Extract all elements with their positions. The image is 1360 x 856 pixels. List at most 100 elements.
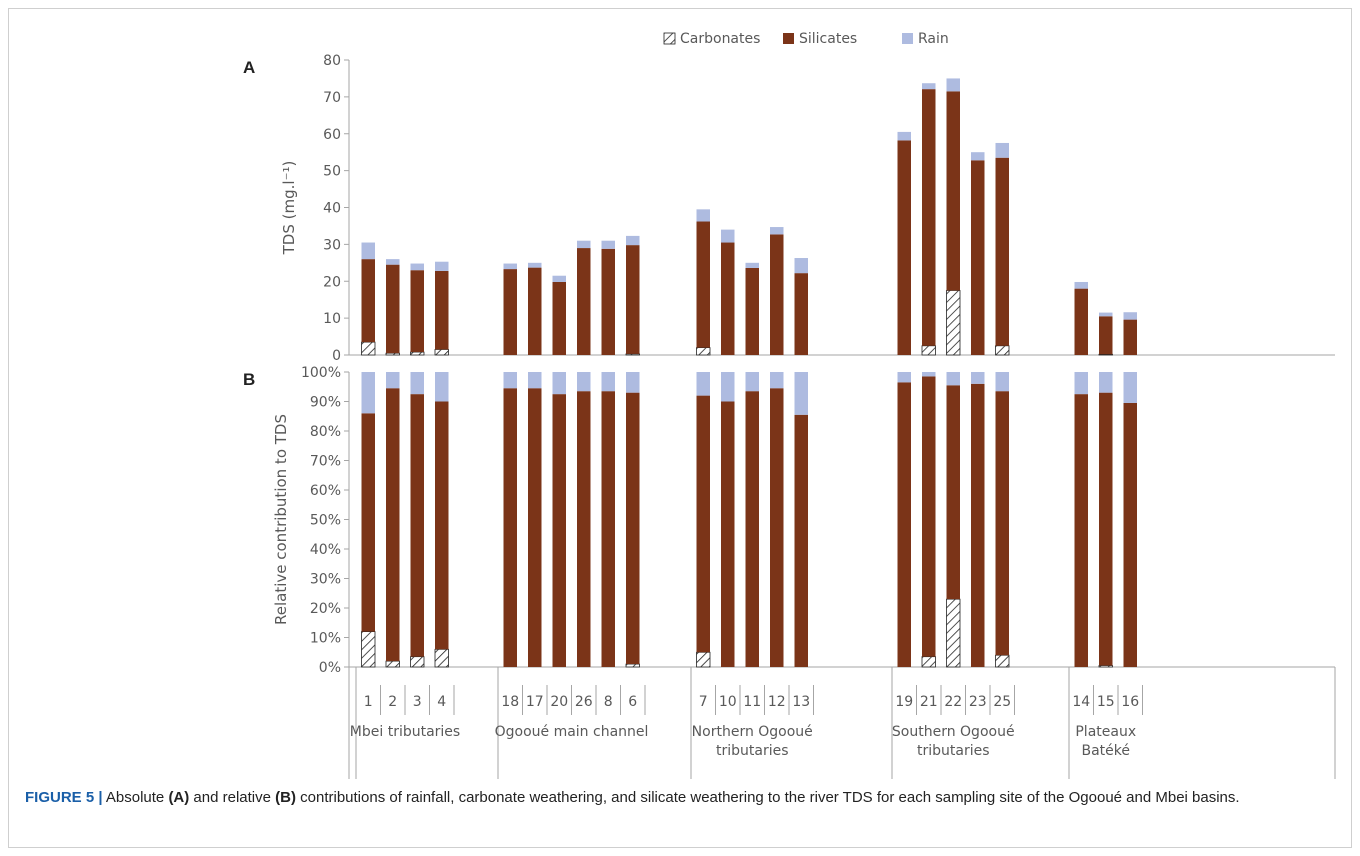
y-tick-label: 0% <box>319 660 341 676</box>
bar-segment-silicates-site-26 <box>577 248 591 355</box>
bar-segment-rain-site-19 <box>897 131 911 141</box>
bar-segment-rain-site-17 <box>528 262 542 268</box>
bar-segment-silicates-site-14 <box>1074 288 1088 355</box>
bar-segment-silicates-site-18 <box>503 269 517 355</box>
y-tick-label: 70 <box>323 90 341 106</box>
y-tick-label: 80 <box>323 53 341 69</box>
bar-segment-silicates-site-16 <box>1123 402 1137 667</box>
bar-segment-rain-site-22 <box>946 78 960 92</box>
bar-segment-silicates-site-15 <box>1099 316 1113 355</box>
bar-segment-rain-site-12 <box>770 372 784 389</box>
bar-segment-silicates-site-2 <box>386 388 400 662</box>
bar-segment-rain-site-4 <box>435 261 449 271</box>
bar-segment-rain-site-26 <box>577 372 591 392</box>
legend-swatch-carbonates <box>663 32 676 45</box>
bar-segment-rain-site-16 <box>1123 372 1137 403</box>
bar-segment-silicates-site-15 <box>1099 392 1113 666</box>
bar-segment-rain-site-16 <box>1123 312 1137 320</box>
y-tick-label: 70% <box>310 454 341 470</box>
x-tick-label-site-12: 12 <box>768 694 786 710</box>
y-tick-label: 10 <box>323 311 341 327</box>
bar-segment-silicates-site-3 <box>410 394 424 657</box>
bar-segment-rain-site-6 <box>626 372 640 393</box>
y-tick-label: 80% <box>310 424 341 440</box>
bar-segment-rain-site-18 <box>503 372 517 389</box>
bar-segment-rain-site-14 <box>1074 281 1088 289</box>
bar-segment-carbonates-site-1 <box>361 631 376 668</box>
bar-segment-silicates-site-20 <box>552 394 566 667</box>
x-tick-label-site-10: 10 <box>719 694 737 710</box>
bar-segment-rain-site-15 <box>1099 312 1113 317</box>
y-tick-label: 50% <box>310 513 341 529</box>
y-tick-label: 50 <box>323 164 341 180</box>
x-tick-label-site-23: 23 <box>969 694 987 710</box>
bar-segment-silicates-site-20 <box>552 281 566 355</box>
figure-frame: Carbonates Silicates Rain 0 10 20 30 40 50 60 70 8… <box>8 8 1352 848</box>
bar-segment-carbonates-site-4 <box>434 648 449 668</box>
stacked-bar-chart-figure: Carbonates Silicates Rain 0 10 20 30 40 50 60 70 8… <box>243 31 1336 779</box>
bar-segment-silicates-site-13 <box>794 414 808 667</box>
bar-segment-silicates-site-2 <box>386 264 400 354</box>
panel-a-absolute-tds: 0 10 20 30 40 50 60 70 80 TDS (mg.l⁻¹) A <box>243 53 1335 364</box>
x-tick-label-site-22: 22 <box>944 694 962 710</box>
bar-segment-silicates-site-1 <box>361 413 375 632</box>
x-tick-label-site-3: 3 <box>413 694 422 710</box>
bar-segment-silicates-site-17 <box>528 388 542 667</box>
group-label: Ogooué main channel <box>495 724 649 740</box>
bar-segment-silicates-site-1 <box>361 259 375 343</box>
x-tick-label-site-8: 8 <box>604 694 613 710</box>
bar-segment-rain-site-14 <box>1074 372 1088 395</box>
bar-segment-rain-site-1 <box>361 372 375 414</box>
bar-segment-carbonates-site-3 <box>410 351 425 356</box>
y-tick-label: 10% <box>310 631 341 647</box>
bar-segment-rain-site-10 <box>721 229 735 243</box>
bar-segment-rain-site-11 <box>745 372 759 392</box>
bar-segment-rain-site-3 <box>410 263 424 271</box>
bar-segment-rain-site-1 <box>361 242 375 260</box>
bar-segment-silicates-site-12 <box>770 388 784 667</box>
caption-text-3: contributions of rainfall, carbonate wea… <box>295 789 1240 806</box>
y-tick-label: 100% <box>301 365 341 381</box>
bar-segment-carbonates-site-25 <box>995 654 1010 668</box>
bar-segment-rain-site-19 <box>897 372 911 383</box>
bar-segment-rain-site-10 <box>721 372 735 402</box>
bar-segment-silicates-site-16 <box>1123 319 1137 355</box>
bar-segment-silicates-site-25 <box>995 157 1009 346</box>
bar-segment-silicates-site-19 <box>897 382 911 667</box>
bar-segment-silicates-site-23 <box>971 160 985 355</box>
group-label: Batéké <box>1081 743 1130 759</box>
x-tick-label-site-17: 17 <box>526 694 544 710</box>
bar-segment-rain-site-13 <box>794 258 808 274</box>
legend-label-silicates: Silicates <box>799 31 857 47</box>
bar-segment-silicates-site-6 <box>626 245 640 354</box>
x-tick-label-site-16: 16 <box>1121 694 1139 710</box>
caption-figure-label: FIGURE 5 | <box>25 789 103 806</box>
bar-segment-silicates-site-12 <box>770 234 784 355</box>
chart-legend: Carbonates Silicates Rain <box>663 31 949 47</box>
y-tick-label: 30% <box>310 572 341 588</box>
bar-segment-silicates-site-8 <box>601 248 615 355</box>
bar-segment-silicates-site-26 <box>577 391 591 667</box>
group-label: Mbei tributaries <box>350 724 460 740</box>
bar-segment-carbonates-site-25 <box>995 345 1010 356</box>
bar-segment-rain-site-2 <box>386 372 400 389</box>
group-label: Southern Ogooué <box>892 724 1015 740</box>
x-tick-label-site-6: 6 <box>628 694 637 710</box>
bar-segment-silicates-site-21 <box>922 89 936 346</box>
bar-segment-rain-site-26 <box>577 240 591 249</box>
bar-segment-silicates-site-4 <box>435 270 449 350</box>
bar-segment-rain-site-8 <box>601 372 615 392</box>
bar-segment-rain-site-22 <box>946 372 960 386</box>
panel-b-relative-contribution: 0% 10% 20% 30% 40% 50% 60% 70% 80% 90% 100% Relativ… <box>243 365 1335 676</box>
bar-segment-carbonates-site-15 <box>1098 353 1113 356</box>
bar-segment-silicates-site-7 <box>696 221 710 348</box>
group-label: Plateaux <box>1075 724 1136 740</box>
caption-text-2: and relative <box>189 789 276 806</box>
caption-text-1: Absolute <box>102 789 169 806</box>
legend-label-carbonates: Carbonates <box>680 31 760 47</box>
bar-segment-carbonates-site-15 <box>1098 665 1113 668</box>
bar-segment-silicates-site-6 <box>626 392 640 665</box>
bar-segment-silicates-site-7 <box>696 395 710 653</box>
group-label: tributaries <box>917 743 990 759</box>
y-tick-label: 0 <box>332 348 341 364</box>
